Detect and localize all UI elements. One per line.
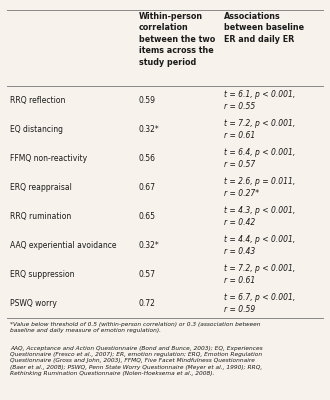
Text: Within-person
correlation
between the two
items across the
study period: Within-person correlation between the tw… bbox=[139, 12, 215, 67]
Text: r = 0.43: r = 0.43 bbox=[224, 247, 256, 256]
Text: t = 7.2, p < 0.001,: t = 7.2, p < 0.001, bbox=[224, 264, 296, 273]
Text: r = 0.42: r = 0.42 bbox=[224, 218, 256, 227]
Text: 0.65: 0.65 bbox=[139, 212, 156, 221]
Text: ERQ suppression: ERQ suppression bbox=[10, 270, 74, 279]
Text: ERQ reappraisal: ERQ reappraisal bbox=[10, 183, 72, 192]
Text: *Value below threshold of 0.5 (within-person correlation) or 0.3 (association be: *Value below threshold of 0.5 (within-pe… bbox=[10, 322, 260, 333]
Text: t = 6.1, p < 0.001,: t = 6.1, p < 0.001, bbox=[224, 90, 296, 99]
Text: r = 0.55: r = 0.55 bbox=[224, 102, 256, 111]
Text: 0.57: 0.57 bbox=[139, 270, 156, 279]
Text: RRQ rumination: RRQ rumination bbox=[10, 212, 71, 221]
Text: 0.32*: 0.32* bbox=[139, 241, 159, 250]
Text: 0.67: 0.67 bbox=[139, 183, 156, 192]
Text: AAQ, Acceptance and Action Questionnaire (Bond and Bunce, 2003); EQ, Experiences: AAQ, Acceptance and Action Questionnaire… bbox=[10, 346, 263, 376]
Text: EQ distancing: EQ distancing bbox=[10, 125, 63, 134]
Text: t = 2.6, p = 0.011,: t = 2.6, p = 0.011, bbox=[224, 177, 296, 186]
Text: r = 0.61: r = 0.61 bbox=[224, 276, 256, 285]
Text: FFMQ non-reactivity: FFMQ non-reactivity bbox=[10, 154, 87, 163]
Text: r = 0.61: r = 0.61 bbox=[224, 131, 256, 140]
Text: Associations
between baseline
ER and daily ER: Associations between baseline ER and dai… bbox=[224, 12, 305, 44]
Text: 0.59: 0.59 bbox=[139, 96, 156, 105]
Text: t = 6.4, p < 0.001,: t = 6.4, p < 0.001, bbox=[224, 148, 296, 157]
Text: t = 6.7, p < 0.001,: t = 6.7, p < 0.001, bbox=[224, 293, 296, 302]
Text: r = 0.59: r = 0.59 bbox=[224, 305, 256, 314]
Text: PSWQ worry: PSWQ worry bbox=[10, 299, 57, 308]
Text: AAQ experiential avoidance: AAQ experiential avoidance bbox=[10, 241, 116, 250]
Text: 0.56: 0.56 bbox=[139, 154, 156, 163]
Text: RRQ reflection: RRQ reflection bbox=[10, 96, 65, 105]
Text: r = 0.27*: r = 0.27* bbox=[224, 189, 259, 198]
Text: t = 4.4, p < 0.001,: t = 4.4, p < 0.001, bbox=[224, 235, 296, 244]
Text: t = 4.3, p < 0.001,: t = 4.3, p < 0.001, bbox=[224, 206, 296, 215]
Text: 0.72: 0.72 bbox=[139, 299, 155, 308]
Text: r = 0.57: r = 0.57 bbox=[224, 160, 256, 169]
Text: 0.32*: 0.32* bbox=[139, 125, 159, 134]
Text: t = 7.2, p < 0.001,: t = 7.2, p < 0.001, bbox=[224, 119, 296, 128]
